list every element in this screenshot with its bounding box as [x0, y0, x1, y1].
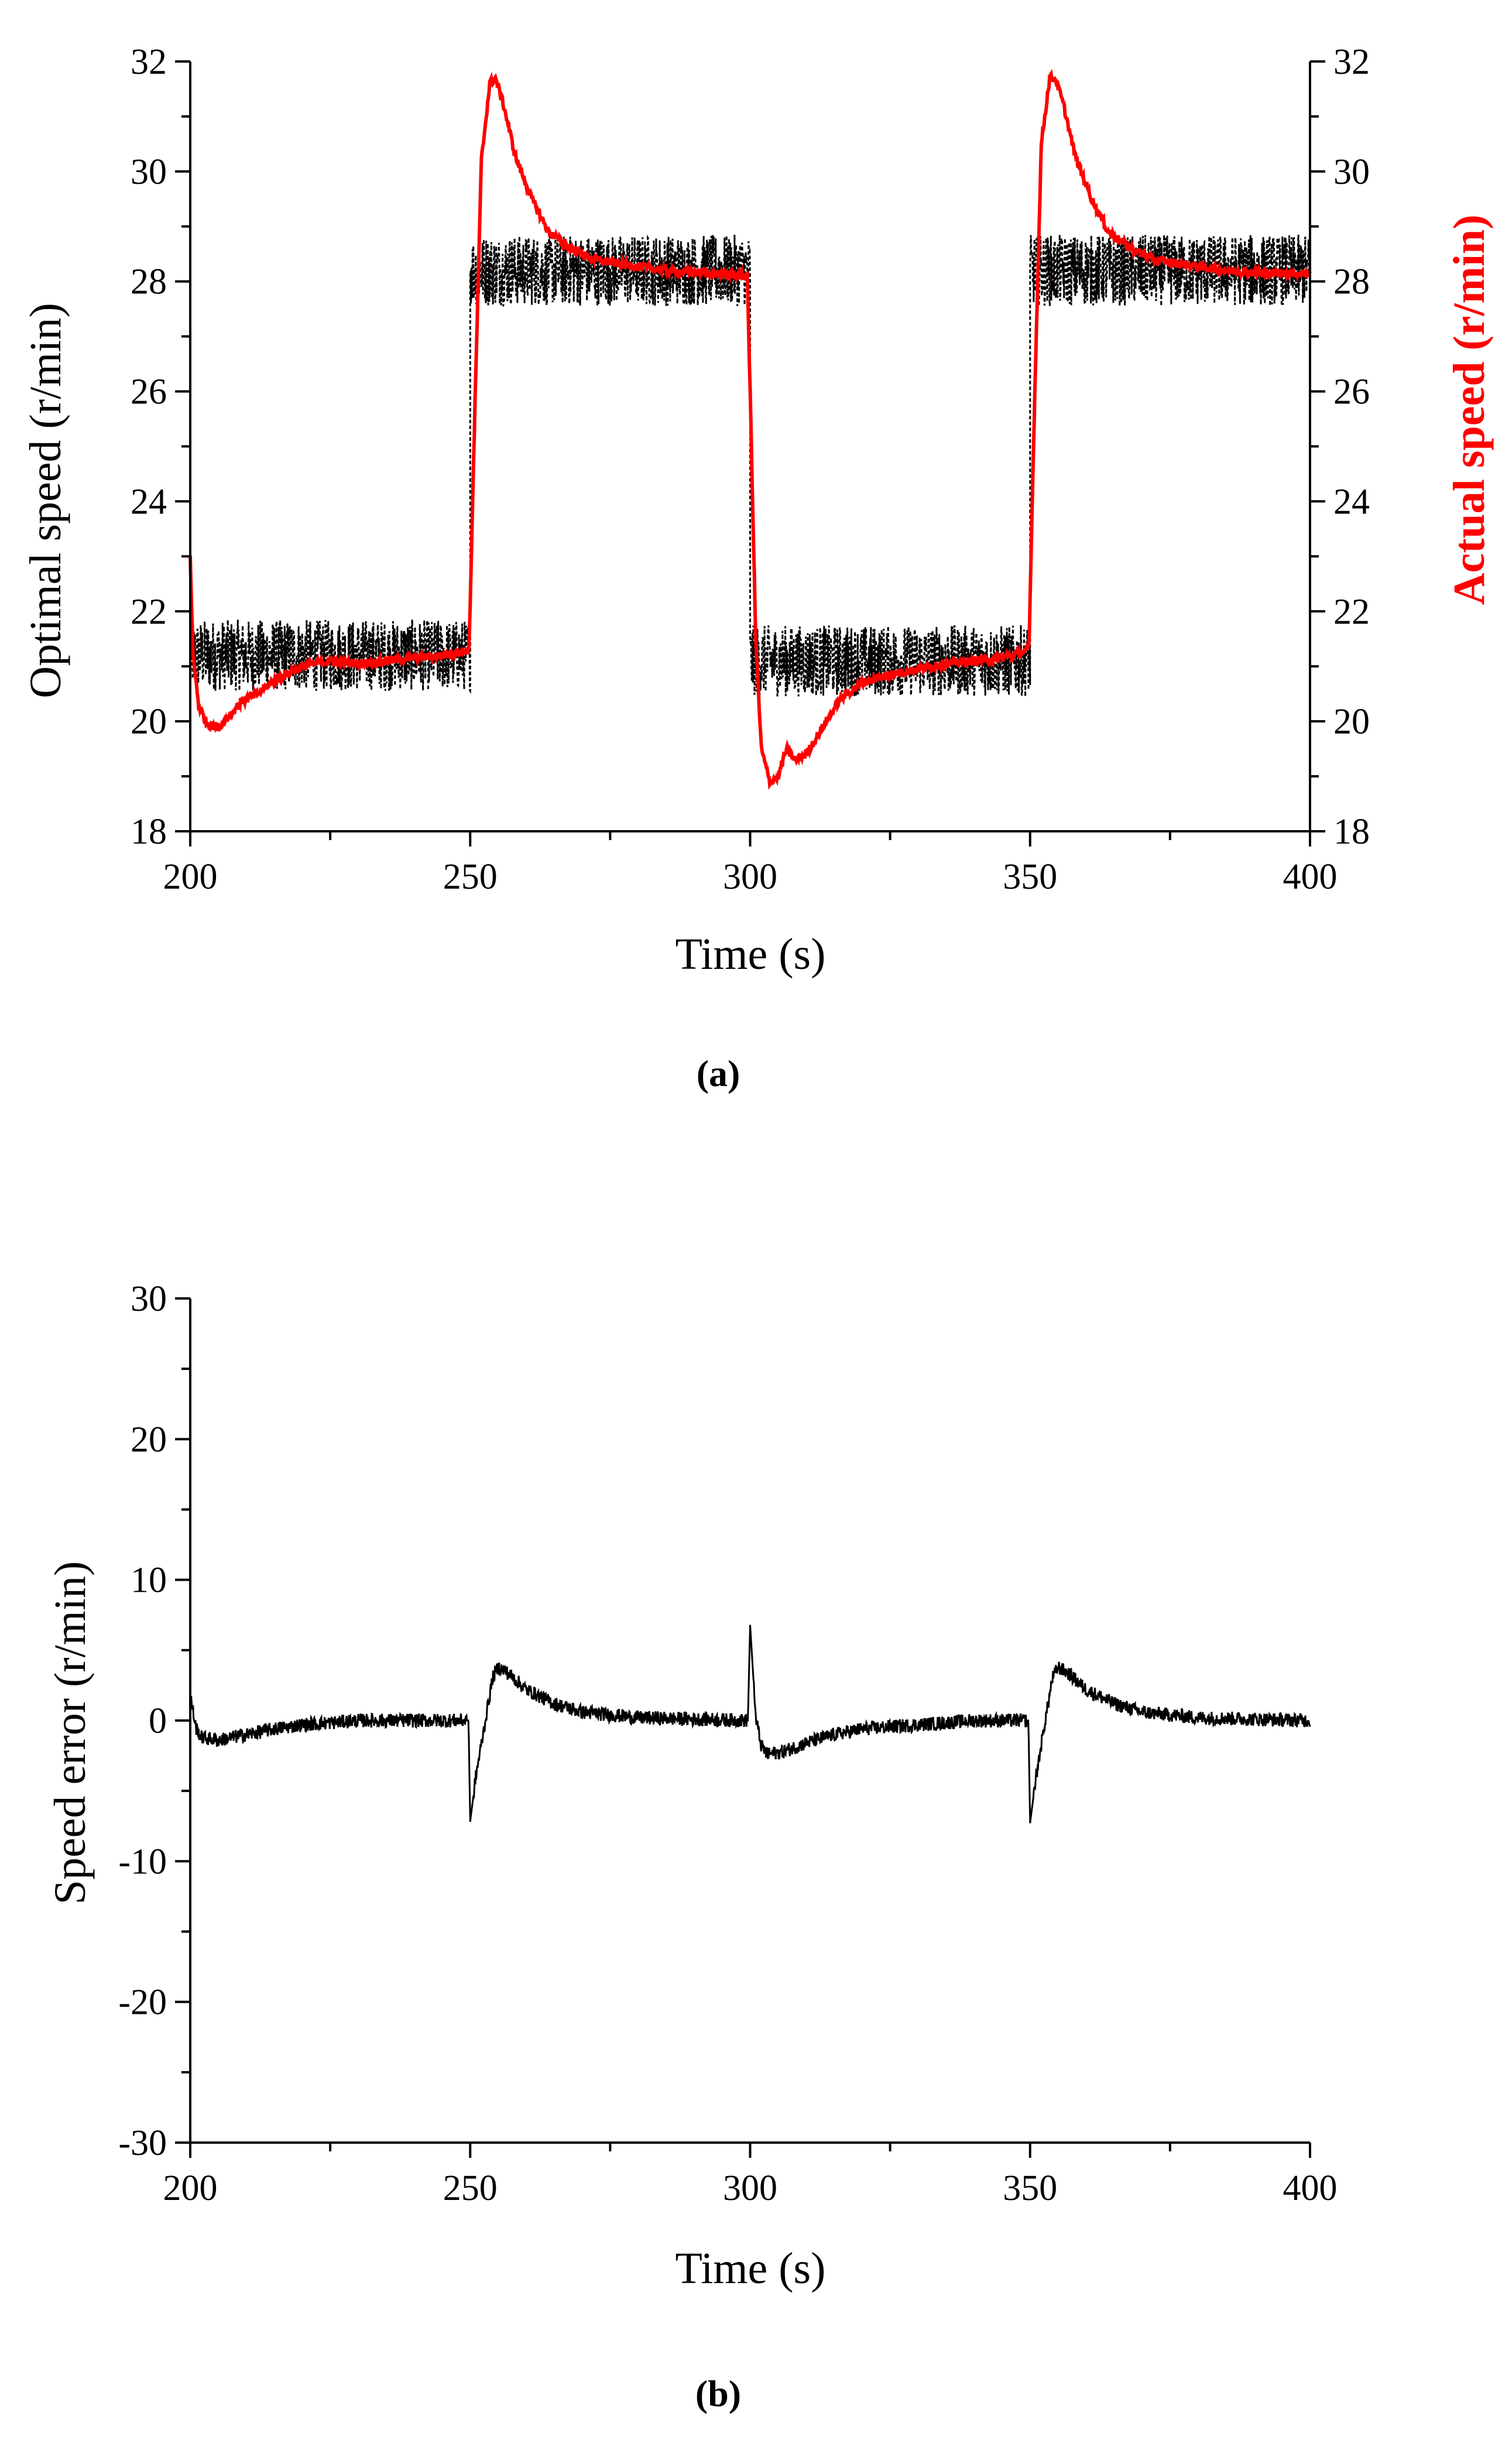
right-y-tick-label: 22	[1333, 592, 1370, 632]
y-tick-label: 10	[131, 1561, 167, 1601]
right-y-tick-label: 30	[1333, 152, 1370, 192]
y-tick-label: 30	[131, 1279, 167, 1319]
chart-a-x-tick-labels: 200 250 300 350 400	[163, 857, 1338, 897]
y-tick-label: -30	[118, 2123, 167, 2163]
chart-a-panel-label: (a)	[697, 1053, 740, 1094]
chart-panel-b: 200 250 300 350 400 -30 -20 -10 0 10 20 30 Time (s…	[46, 1279, 1338, 2414]
x-tick-label: 350	[1003, 2168, 1057, 2208]
right-y-tick-label: 24	[1333, 482, 1370, 522]
x-tick-label: 400	[1283, 857, 1338, 897]
x-tick-label: 400	[1283, 2168, 1338, 2208]
y-tick-label: 28	[131, 262, 167, 302]
right-y-tick-label: 32	[1333, 42, 1370, 82]
right-y-tick-label: 20	[1333, 702, 1370, 742]
x-tick-label: 250	[443, 2168, 498, 2208]
chart-b-y-tick-labels: -30 -20 -10 0 10 20 30	[118, 1279, 167, 2163]
chart-a-right-y-axis-title: Actual speed (r/min)	[1445, 214, 1494, 605]
y-tick-label: 22	[131, 592, 167, 632]
right-y-tick-label: 18	[1333, 812, 1370, 852]
y-tick-label: 24	[131, 482, 167, 522]
right-y-tick-label: 28	[1333, 262, 1370, 302]
y-tick-label: 18	[131, 812, 167, 852]
y-tick-label: 20	[131, 702, 167, 742]
x-tick-label: 200	[163, 857, 218, 897]
y-tick-label: 30	[131, 152, 167, 192]
chart-b-x-axis-title: Time (s)	[676, 2244, 826, 2293]
chart-b-panel-label: (b)	[695, 2373, 741, 2414]
chart-a-right-y-tick-labels: 18 20 22 24 26 28 30 32	[1333, 42, 1370, 852]
y-tick-label: 20	[131, 1420, 167, 1459]
chart-a-left-y-axis-title: Optimal speed (r/min)	[21, 303, 70, 698]
actual-speed-series-line	[188, 68, 1312, 790]
y-tick-label: -20	[118, 1983, 167, 2023]
chart-a-x-axis-title: Time (s)	[676, 930, 826, 979]
chart-panel-a: 200 250 300 350 400 18 20 22 24 26 28 30 32 18 20 22 2…	[21, 42, 1494, 1094]
y-tick-label: 26	[131, 372, 167, 412]
y-tick-label: -10	[118, 1842, 167, 1882]
chart-a-ticks	[175, 60, 1325, 847]
y-tick-label: 32	[131, 42, 167, 82]
chart-b-ticks	[175, 1297, 1311, 2158]
x-tick-label: 350	[1003, 857, 1057, 897]
chart-b-x-tick-labels: 200 250 300 350 400	[163, 2168, 1338, 2208]
x-tick-label: 200	[163, 2168, 218, 2208]
right-y-tick-label: 26	[1333, 372, 1370, 412]
x-tick-label: 300	[723, 2168, 777, 2208]
y-tick-label: 0	[149, 1701, 167, 1741]
speed-error-series-line	[190, 1625, 1311, 1824]
x-tick-label: 300	[723, 857, 777, 897]
chart-a-left-y-tick-labels: 18 20 22 24 26 28 30 32	[131, 42, 167, 852]
chart-b-y-axis-title: Speed error (r/min)	[46, 1561, 95, 1905]
x-tick-label: 250	[443, 857, 498, 897]
